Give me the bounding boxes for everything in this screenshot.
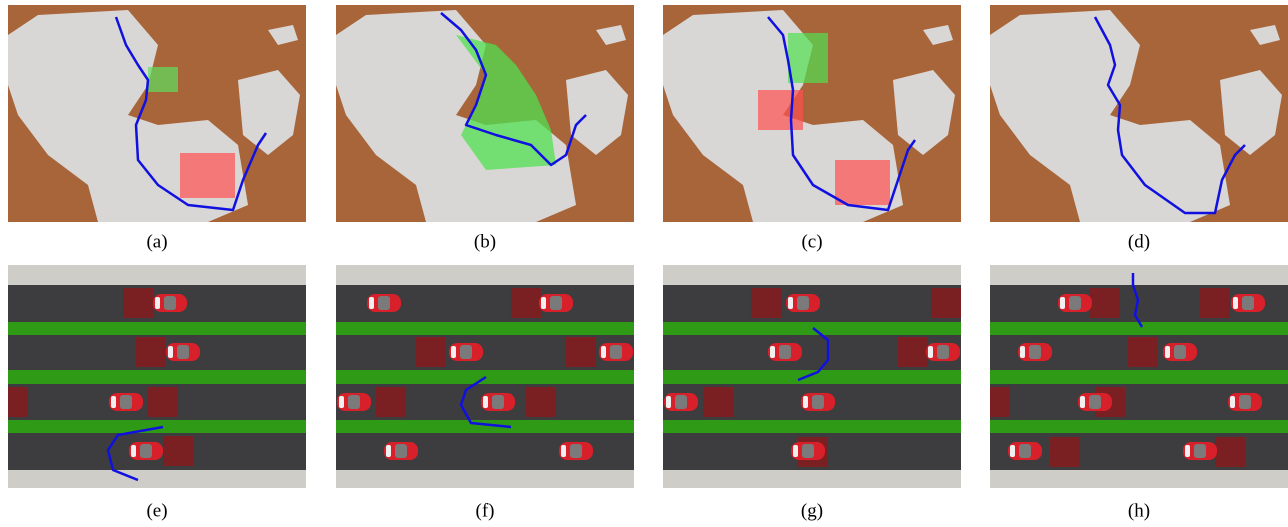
obstacle: [376, 387, 406, 417]
caption: (a): [146, 231, 167, 252]
car: [1183, 442, 1217, 460]
obstacle: [931, 288, 961, 318]
obstacle: [123, 288, 153, 318]
panel-f: [336, 265, 634, 488]
map: [8, 5, 306, 222]
car: [1058, 294, 1092, 312]
panel-d: [990, 5, 1288, 222]
obstacle: [566, 337, 596, 367]
car: [1231, 294, 1265, 312]
obstacle: [511, 288, 541, 318]
panel-h: [990, 265, 1288, 488]
cost-region: [180, 153, 235, 198]
car: [481, 393, 515, 411]
cost-region: [788, 33, 828, 83]
caption: (c): [801, 231, 822, 252]
car: [449, 343, 483, 361]
car: [768, 343, 802, 361]
car: [1163, 343, 1197, 361]
cost-region: [835, 160, 890, 205]
panel-c: [663, 5, 961, 222]
panel-e: [8, 265, 306, 488]
car: [801, 393, 835, 411]
car: [109, 393, 143, 411]
car: [337, 393, 371, 411]
car: [791, 442, 825, 460]
obstacle: [898, 337, 928, 367]
car: [599, 343, 633, 361]
car: [559, 442, 593, 460]
panel-g: [663, 265, 961, 488]
car: [539, 294, 573, 312]
car: [786, 294, 820, 312]
figure: (a) (b) (c) (d) (e) (f) (g) (h): [0, 0, 1288, 527]
obstacle: [1090, 288, 1120, 318]
obstacle: [163, 436, 193, 466]
obstacle: [136, 337, 166, 367]
car: [166, 343, 200, 361]
obstacle: [1215, 437, 1245, 467]
car: [664, 393, 698, 411]
map: [990, 5, 1288, 222]
car: [384, 442, 418, 460]
obstacle: [1128, 337, 1158, 367]
caption: (e): [146, 500, 167, 521]
panel-a: [8, 5, 306, 222]
car: [153, 294, 187, 312]
caption: (g): [801, 500, 823, 521]
obstacle: [1050, 437, 1080, 467]
caption: (h): [1128, 500, 1150, 521]
car: [367, 294, 401, 312]
obstacle: [751, 288, 781, 318]
obstacle: [416, 337, 446, 367]
panel-b: [336, 5, 634, 222]
obstacle: [990, 387, 1010, 417]
car: [1018, 343, 1052, 361]
car: [1228, 393, 1262, 411]
caption: (f): [476, 500, 495, 521]
car: [129, 442, 163, 460]
obstacle: [526, 387, 556, 417]
car: [926, 343, 960, 361]
car: [1078, 393, 1112, 411]
obstacle: [148, 387, 178, 417]
cost-region: [148, 67, 178, 92]
obstacle: [8, 387, 28, 417]
obstacle: [1200, 288, 1230, 318]
cost-region: [758, 90, 803, 130]
caption: (d): [1128, 231, 1150, 252]
obstacle: [703, 387, 733, 417]
caption: (b): [474, 231, 496, 252]
car: [1008, 442, 1042, 460]
